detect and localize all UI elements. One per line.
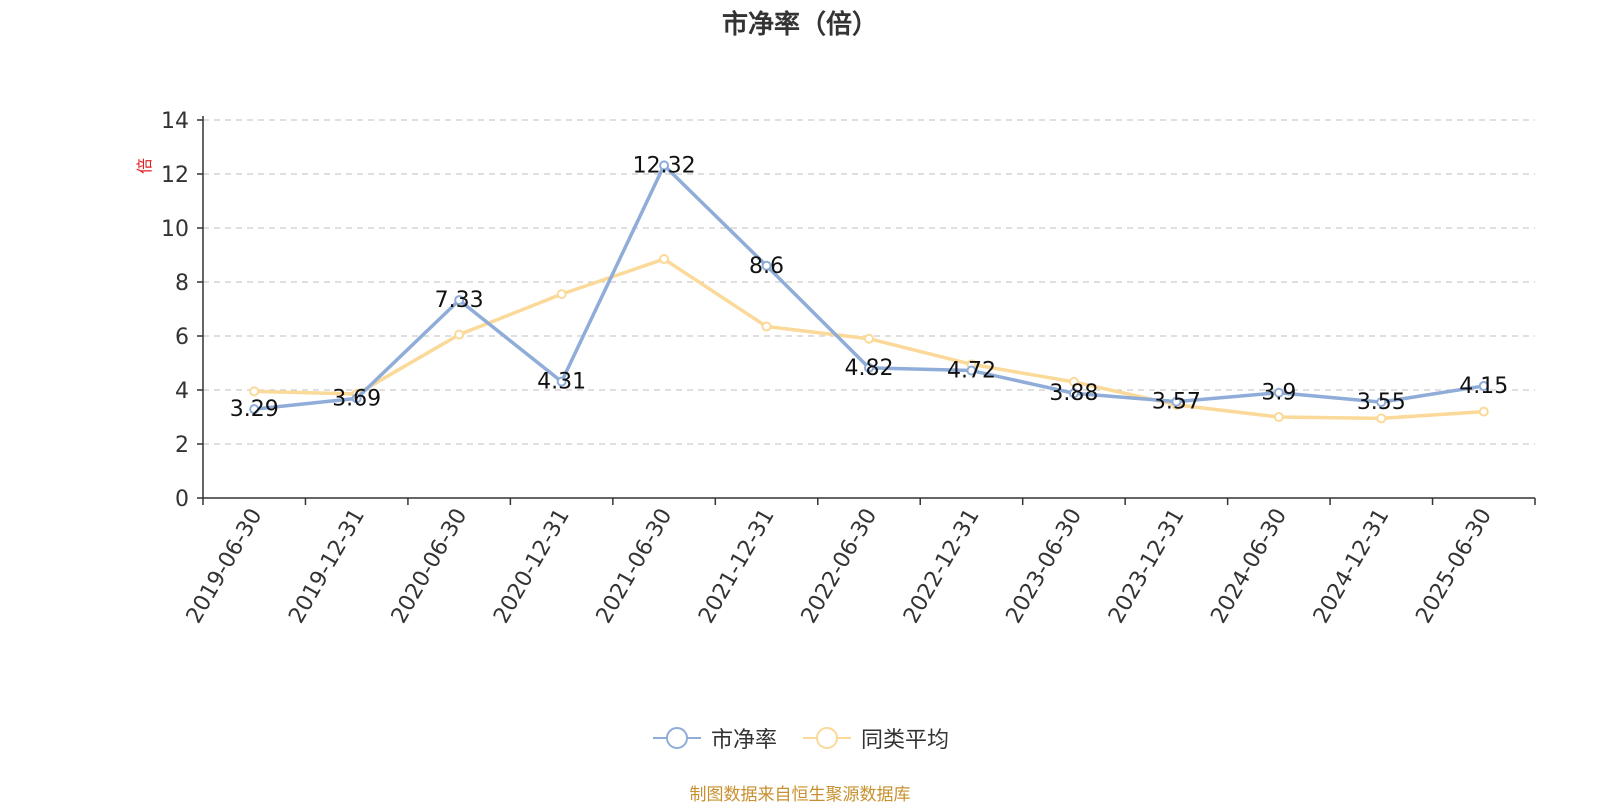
y-tick-label: 10 — [161, 217, 189, 242]
legend-item[interactable]: 市净率 — [651, 722, 777, 754]
y-tick-label: 2 — [175, 433, 189, 458]
series-point — [1273, 412, 1284, 422]
x-tick-label: 2024-06-30 — [1206, 505, 1292, 628]
series-point — [249, 404, 260, 415]
data-label: 3.57 — [1152, 390, 1201, 415]
series-point — [659, 160, 670, 171]
grid-lines — [203, 119, 1535, 445]
legend-label: 市净率 — [710, 728, 777, 753]
legend-label: 同类平均 — [861, 728, 950, 753]
series-point — [1171, 396, 1182, 407]
x-tick-label: 2023-12-31 — [1104, 505, 1190, 628]
x-tick-label: 2021-06-30 — [592, 505, 678, 628]
series-point — [1478, 406, 1489, 417]
series-point — [761, 260, 772, 271]
y-axis-label: 倍 — [135, 158, 154, 174]
legend-marker — [665, 727, 688, 749]
series-point — [454, 295, 465, 306]
y-tick-label: 0 — [175, 487, 189, 512]
series-point — [659, 254, 670, 265]
legend-swatch-icon — [803, 727, 851, 749]
x-tick-label: 2020-06-30 — [387, 505, 473, 628]
x-tick-label: 2020-12-31 — [489, 505, 575, 628]
legend-item[interactable]: 同类平均 — [801, 722, 949, 754]
legend: 市净率 同类平均 — [0, 722, 1600, 754]
series-point — [1273, 387, 1284, 398]
data-label: 4.82 — [845, 356, 894, 381]
axes: 0 2 4 6 8 10 12 14 倍 2019-06-30 2019-12-31 2020-06-… — [135, 109, 1536, 628]
chart-title: 市净率（倍） — [721, 10, 878, 40]
legend-marker — [816, 727, 838, 749]
series-point — [864, 362, 874, 373]
data-label: 7.33 — [435, 288, 484, 313]
series-point — [1376, 397, 1387, 408]
data-label: 4.72 — [947, 359, 996, 384]
data-label: 8.6 — [749, 254, 784, 279]
data-label: 3.29 — [230, 397, 279, 422]
x-tick-label: 2022-12-31 — [899, 505, 985, 628]
data-label: 3.55 — [1357, 390, 1406, 415]
series-point — [556, 376, 567, 387]
x-tick-label: 2022-06-30 — [797, 505, 883, 628]
data-label: 3.88 — [1049, 381, 1098, 406]
series-point — [966, 365, 977, 376]
data-label: 3.9 — [1261, 381, 1296, 406]
series-point — [351, 393, 362, 404]
y-tick-label: 6 — [175, 325, 189, 350]
x-tick-label: 2023-06-30 — [1002, 505, 1088, 628]
series-point — [249, 386, 260, 397]
x-tick-label: 2019-06-30 — [182, 505, 268, 628]
series-point — [454, 329, 465, 340]
series-point — [1068, 376, 1079, 387]
legend-swatch-icon — [652, 727, 701, 749]
series-point — [1376, 413, 1387, 424]
series-point — [1068, 388, 1079, 399]
data-labels: 3.29 3.69 7.33 4.31 12.32 8.6 4.82 4.72 3.88 3.57… — [230, 153, 1509, 422]
y-tick-label: 14 — [161, 109, 189, 134]
series-point — [864, 333, 874, 344]
x-tick-label: 2024-12-31 — [1309, 505, 1395, 628]
series-lines — [249, 160, 1489, 424]
x-tick-label: 2025-06-30 — [1411, 505, 1497, 628]
data-label: 3.69 — [332, 386, 381, 411]
data-label: 12.32 — [633, 153, 696, 178]
y-tick-label: 12 — [161, 163, 189, 188]
data-label: 4.31 — [537, 370, 586, 395]
x-tick-label: 2021-12-31 — [694, 505, 780, 628]
y-tick-label: 4 — [175, 379, 189, 404]
data-label: 4.15 — [1459, 374, 1508, 399]
source-note: 制图数据来自恒生聚源数据库 — [689, 785, 911, 805]
y-tick-label: 8 — [175, 271, 189, 296]
series-point — [1478, 380, 1489, 391]
x-tick-label: 2019-12-31 — [284, 505, 370, 628]
series-point — [761, 321, 772, 332]
series-point — [556, 289, 567, 300]
